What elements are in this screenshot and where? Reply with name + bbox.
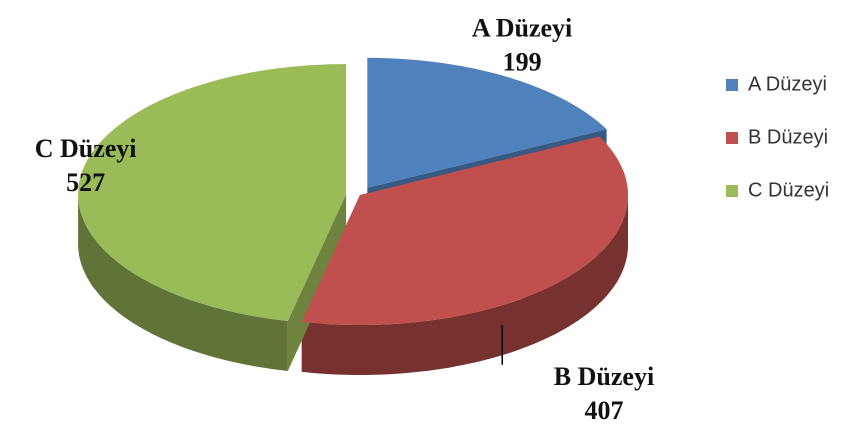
legend-label: B Düzeyi [748, 126, 828, 148]
slice-side [301, 195, 628, 375]
pie-tops [78, 57, 628, 325]
data-label-value: 407 [584, 396, 623, 425]
slice-side [78, 194, 288, 371]
data-label-name: A Düzeyi [472, 14, 572, 43]
slice [301, 136, 628, 325]
data-label-value: 527 [66, 168, 105, 197]
legend-swatch [726, 185, 738, 197]
legend-label: C Düzeyi [748, 179, 829, 201]
slice-cut-wall [287, 194, 347, 371]
legend-label: A Düzeyi [748, 73, 827, 95]
data-label-value: 199 [503, 48, 542, 77]
slice [78, 64, 347, 321]
data-label-name: C Düzeyi [35, 134, 137, 163]
legend-swatch [726, 132, 738, 144]
data-label-name: B Düzeyi [554, 362, 654, 391]
legend-swatch [726, 79, 738, 91]
data-labels: A Düzeyi 199 B Düzeyi 407 C Düzeyi 527 [35, 14, 654, 425]
slice [367, 57, 607, 188]
legend: A Düzeyi B Düzeyi C Düzeyi [726, 73, 829, 201]
